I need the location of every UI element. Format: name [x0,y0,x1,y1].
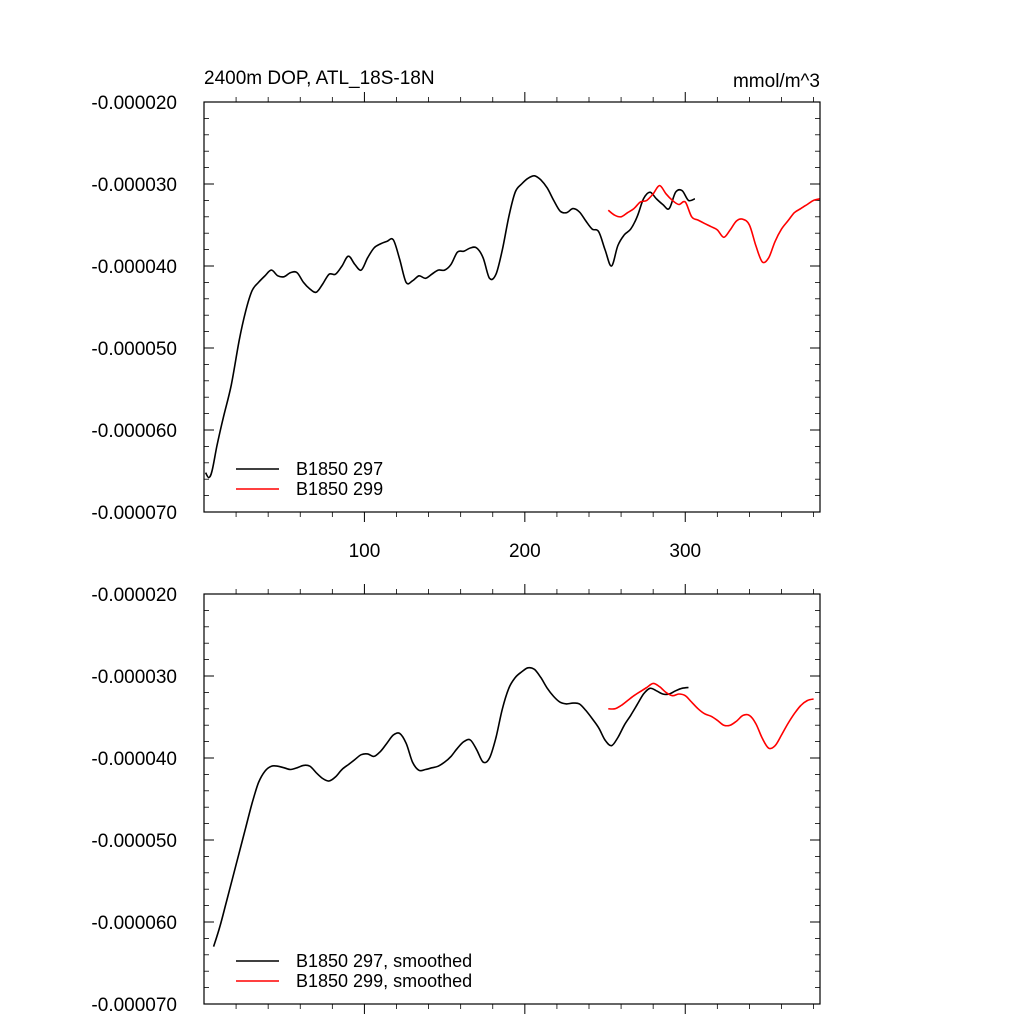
x-tick-label: 100 [349,541,381,562]
y-tick-label: -0.000050 [91,831,177,852]
legend-label-1: B1850 297 [296,459,383,479]
y-tick-label: -0.000020 [91,93,177,114]
bottom-plot-frame [203,593,821,1005]
y-tick-label: -0.000070 [91,503,177,524]
chart-title: 2400m DOP, ATL_18S-18N [204,68,435,89]
legend-label-2: B1850 299 [296,479,383,499]
top-plot: 2400m DOP, ATL_18S-18N mmol/m^3 -0.00002… [91,68,821,562]
y-tick-label: -0.000030 [91,175,177,196]
y-tick-label: -0.000070 [91,995,177,1016]
top-plot-ticks: -0.000020 -0.000030 -0.000040 -0.000050 -0.0… [91,92,820,562]
series-line-2 [608,682,814,750]
y-tick-label: -0.000050 [91,339,177,360]
y-tick-label: -0.000030 [91,667,177,688]
y-tick-label: -0.000020 [91,585,177,606]
x-tick-label: 200 [509,541,541,562]
series-line-1 [212,666,689,947]
top-plot-series [204,174,821,479]
series-line-1 [204,174,696,479]
y-tick-label: -0.000060 [91,421,177,442]
legend-label-1: B1850 297, smoothed [296,951,472,971]
series-line-2 [607,184,821,264]
bottom-plot: -0.000020 -0.000030 -0.000040 -0.000050 -0.0… [91,584,821,1016]
legend-label-2: B1850 299, smoothed [296,971,472,991]
units-label: mmol/m^3 [733,71,820,92]
top-plot-frame [203,101,821,513]
y-tick-label: -0.000040 [91,749,177,770]
x-tick-label: 300 [669,541,701,562]
bottom-plot-series [212,666,814,947]
bottom-plot-ticks: -0.000020 -0.000030 -0.000040 -0.000050 -0.0… [91,584,820,1016]
y-tick-label: -0.000040 [91,257,177,278]
y-tick-label: -0.000060 [91,913,177,934]
